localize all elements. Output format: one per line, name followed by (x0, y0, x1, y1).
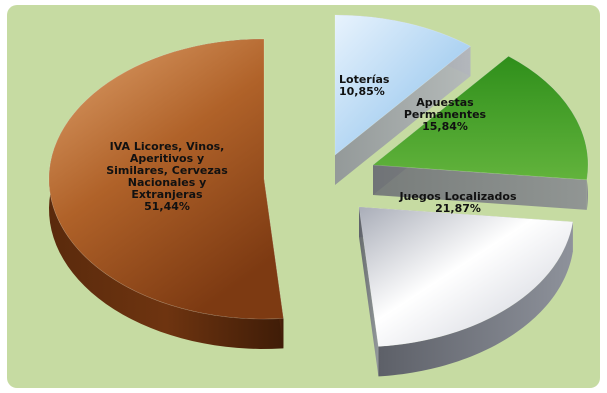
slice-juegos-localizados-top (358, 206, 574, 347)
slice-iva-licores-label-line: Similares, Cervezas (106, 164, 228, 177)
slice-loterias-label-line: Loterías (339, 73, 390, 86)
slice-loterias-label: Loterías 10,85% (339, 73, 390, 98)
slice-apuestas-permanentes-label-line: Permanentes (404, 108, 487, 121)
slice-apuestas-permanentes-label-line: Apuestas (416, 96, 474, 109)
slice-iva-licores-label-line: Extranjeras (131, 188, 203, 201)
slice-juegos-localizados (358, 206, 574, 377)
slice-juegos-localizados-wall (359, 207, 379, 377)
slice-iva-licores-label-line: Aperitivos y (130, 152, 204, 165)
slice-apuestas-permanentes-top (372, 55, 589, 181)
slice-iva-licores-label-line: 51,44% (144, 200, 190, 213)
slice-juegos-localizados-side (378, 221, 573, 377)
slice-apuestas-permanentes-label: Apuestas Permanentes 15,84% (404, 96, 487, 133)
slice-apuestas-permanentes-label-line: 15,84% (422, 120, 468, 133)
slice-iva-licores-label: IVA Licores, Vinos, Aperitivos y Similares… (106, 140, 228, 213)
slice-juegos-localizados-label-line: 21,87% (435, 202, 481, 215)
slice-iva-licores-label-line: Nacionales y (128, 176, 207, 189)
slice-iva-licores-top (48, 38, 284, 320)
slice-loterias-label-line: 10,85% (339, 85, 385, 98)
slice-loterias (334, 14, 472, 186)
slice-loterias-top (334, 14, 472, 156)
slice-iva-licores-label-line: IVA Licores, Vinos, (110, 140, 225, 153)
chart-frame: Loterías 10,85% Apuestas Permanentes 15,84% J… (7, 5, 600, 388)
slice-juegos-localizados-label-line: Juegos Localizados (398, 190, 516, 203)
slice-juegos-localizados-label: Juegos Localizados 21,87% (398, 190, 516, 215)
slice-apuestas-permanentes (372, 55, 589, 210)
slice-apuestas-permanentes-wall (373, 165, 587, 210)
slice-iva-licores (48, 38, 284, 349)
slice-loterias-wall (335, 46, 471, 186)
pie-chart: Loterías 10,85% Apuestas Permanentes 15,84% J… (48, 14, 589, 377)
